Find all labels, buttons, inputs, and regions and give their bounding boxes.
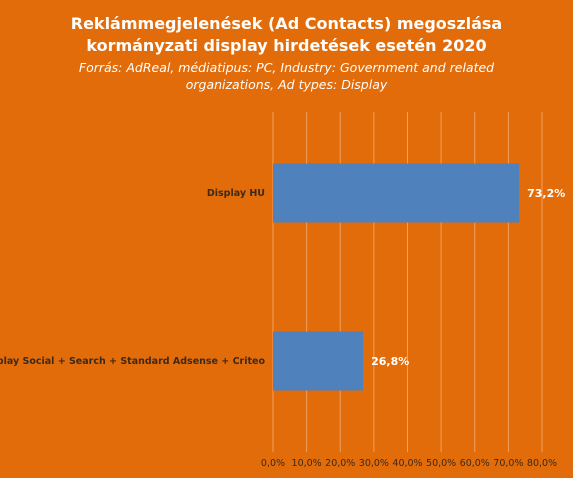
bar-layer	[273, 163, 520, 391]
chart-subtitle-line-2: organizations, Ad types: Display	[185, 77, 388, 92]
grid-layer	[272, 112, 543, 452]
chart-title-line-2: kormányzati display hirdetések esetén 20…	[86, 36, 487, 55]
x-tick-label: 60,0%	[460, 458, 490, 469]
data-label: 73,2%	[527, 187, 565, 200]
bar	[273, 331, 364, 391]
chart-title-line-1: Reklámmegjelenések (Ad Contacts) megoszl…	[70, 14, 503, 33]
x-tick-label: 20,0%	[325, 458, 355, 469]
x-tick-label: 70,0%	[493, 458, 523, 469]
chart-subtitle-line-1: Forrás: AdReal, médiatipus: PC, Industry…	[78, 60, 495, 75]
x-tick-label: 80,0%	[527, 458, 557, 469]
data-label: 26,8%	[371, 355, 409, 368]
category-label: Display HU	[207, 188, 265, 199]
category-label: Display Social + Search + Standard Adsen…	[0, 356, 265, 367]
bar	[273, 163, 520, 223]
x-tick-label: 40,0%	[392, 458, 422, 469]
label-layer: 0,0% 10,0% 20,0% 30,0% 40,0% 50,0% 60,0% 70,0% 8…	[0, 187, 565, 469]
x-tick-label: 10,0%	[292, 458, 322, 469]
x-tick-label: 0,0%	[261, 458, 285, 469]
x-tick-label: 30,0%	[359, 458, 389, 469]
x-tick-label: 50,0%	[426, 458, 456, 469]
